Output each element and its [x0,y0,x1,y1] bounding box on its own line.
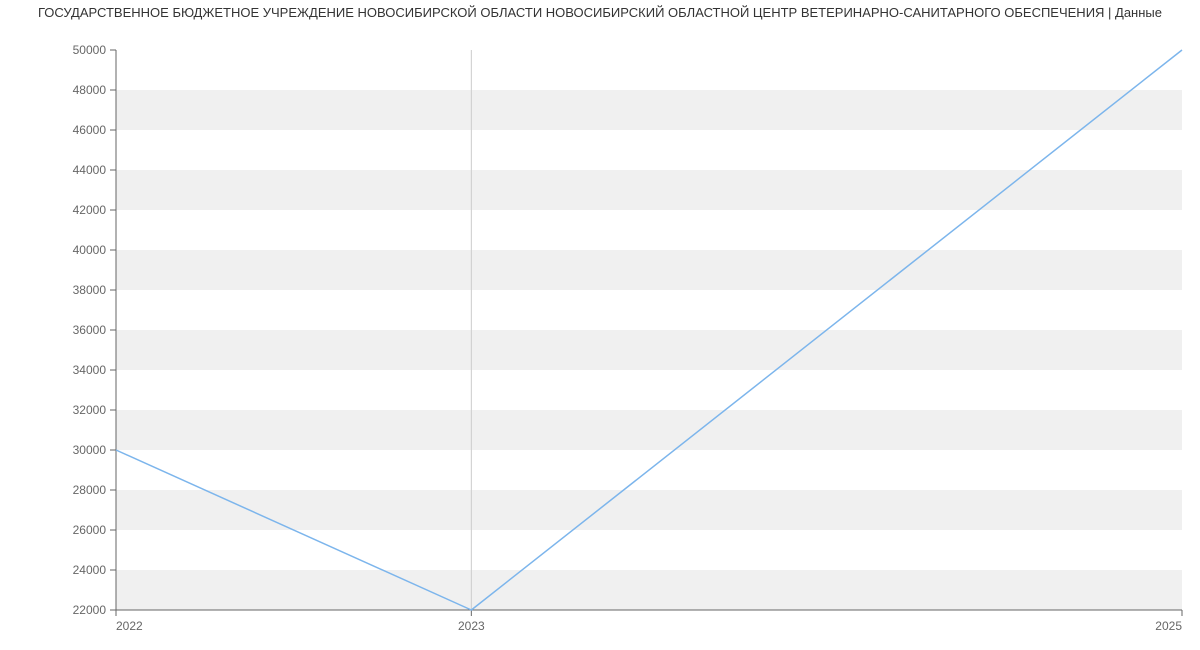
svg-text:30000: 30000 [73,443,107,457]
svg-text:46000: 46000 [73,123,107,137]
svg-text:24000: 24000 [73,563,107,577]
svg-text:2023: 2023 [458,619,485,633]
svg-text:48000: 48000 [73,83,107,97]
svg-text:2025: 2025 [1155,619,1182,633]
svg-text:28000: 28000 [73,483,107,497]
line-chart: 22000 24000 26000 28000 30000 32000 34000 36000… [0,20,1200,645]
svg-text:32000: 32000 [73,403,107,417]
svg-text:34000: 34000 [73,363,107,377]
svg-text:2022: 2022 [116,619,143,633]
svg-text:42000: 42000 [73,203,107,217]
svg-text:40000: 40000 [73,243,107,257]
chart-svg: 22000 24000 26000 28000 30000 32000 34000 36000… [0,20,1200,645]
svg-text:26000: 26000 [73,523,107,537]
svg-text:36000: 36000 [73,323,107,337]
svg-text:38000: 38000 [73,283,107,297]
chart-title: ГОСУДАРСТВЕННОЕ БЮДЖЕТНОЕ УЧРЕЖДЕНИЕ НОВ… [0,0,1200,20]
svg-text:22000: 22000 [73,603,107,617]
svg-text:50000: 50000 [73,43,107,57]
svg-text:44000: 44000 [73,163,107,177]
